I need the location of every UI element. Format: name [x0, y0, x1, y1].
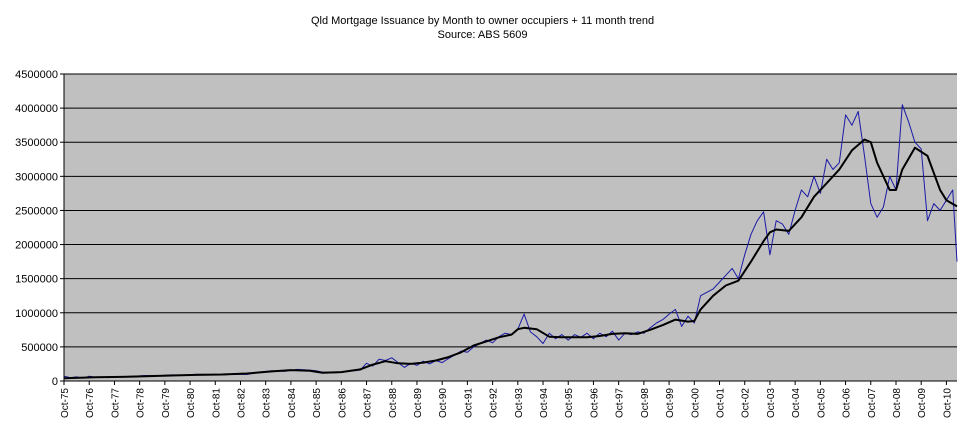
x-tick-label: Oct-03	[766, 388, 777, 418]
x-tick-label: Oct-88	[388, 388, 399, 418]
x-tick-label: Oct-10	[942, 388, 953, 418]
x-tick-label: Oct-05	[816, 388, 827, 418]
x-tick-label: Oct-08	[892, 388, 903, 418]
x-tick-label: Oct-97	[615, 388, 626, 418]
x-tick-label: Oct-89	[413, 388, 424, 418]
y-tick-label: 3000000	[15, 171, 58, 183]
x-tick-label: Oct-91	[463, 388, 474, 418]
x-tick-label: Oct-78	[136, 388, 147, 418]
y-tick-label: 3500000	[15, 137, 58, 149]
x-tick-label: Oct-79	[161, 388, 172, 418]
x-tick-label: Oct-02	[741, 388, 752, 418]
y-tick-label: 4500000	[15, 69, 58, 81]
gridlines	[64, 73, 957, 348]
series-lines	[63, 104, 958, 380]
axes	[63, 74, 957, 382]
chart-title: Qld Mortgage Issuance by Month to owner …	[310, 15, 655, 27]
x-tick-label: Oct-94	[539, 388, 550, 418]
y-tick-label: 0	[52, 376, 58, 388]
x-tick-label: Oct-07	[867, 388, 878, 418]
y-tick-label: 2000000	[15, 240, 58, 252]
x-tick-label: Oct-04	[791, 388, 802, 418]
y-tick-label: 4000000	[15, 103, 58, 115]
x-tick-label: Oct-00	[690, 388, 701, 418]
x-tick-label: Oct-98	[640, 388, 651, 418]
x-tick-label: Oct-95	[564, 388, 575, 418]
x-tick-label: Oct-06	[842, 388, 853, 418]
x-tick-label: Oct-85	[312, 388, 323, 418]
chart-subtitle: Source: ABS 5609	[437, 29, 528, 41]
x-tick-label: Oct-81	[211, 388, 222, 418]
chart-title-block: Qld Mortgage Issuance by Month to owner …	[0, 14, 965, 42]
y-axis-ticks: 0 500000 1000000 1500000 2000000 2500000 30000…	[15, 69, 64, 388]
trend-series-line	[63, 138, 958, 380]
y-tick-label: 1500000	[15, 274, 58, 286]
x-tick-label: Oct-96	[589, 388, 600, 418]
x-tick-label: Oct-84	[287, 388, 298, 418]
x-tick-label: Oct-01	[716, 388, 727, 418]
y-tick-label: 500000	[21, 342, 58, 354]
x-tick-label: Oct-90	[438, 388, 449, 418]
x-tick-label: Oct-82	[236, 388, 247, 418]
x-tick-label: Oct-09	[917, 388, 928, 418]
x-tick-label: Oct-83	[262, 388, 273, 418]
x-tick-label: Oct-80	[186, 388, 197, 418]
x-tick-label: Oct-75	[60, 388, 71, 418]
x-tick-label: Oct-99	[665, 388, 676, 418]
x-tick-label: Oct-86	[337, 388, 348, 418]
x-tick-label: Oct-92	[489, 388, 500, 418]
x-axis-ticks: Oct-75 Oct-76 Oct-77 Oct-78 Oct-79 Oct-80 Oct-…	[60, 381, 953, 418]
y-tick-label: 2500000	[15, 205, 58, 217]
plot-area	[64, 74, 957, 381]
y-tick-label: 1000000	[15, 308, 58, 320]
x-tick-label: Oct-77	[110, 388, 121, 418]
x-tick-label: Oct-76	[85, 388, 96, 418]
x-tick-label: Oct-87	[363, 388, 374, 418]
x-tick-label: Oct-93	[514, 388, 525, 418]
